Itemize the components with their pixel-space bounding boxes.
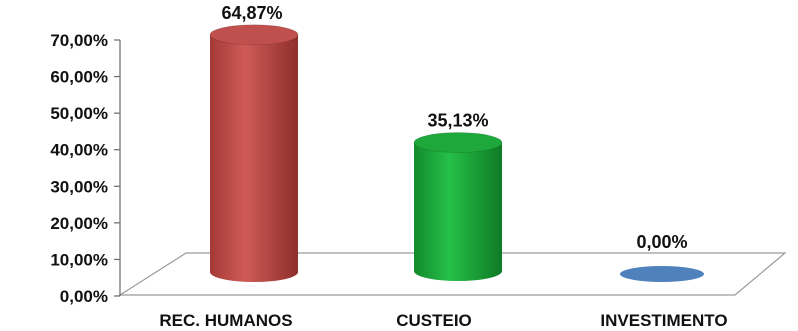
y-tick-label: 0,00% xyxy=(60,287,108,306)
category-labels: REC. HUMANOS CUSTEIO INVESTIMENTO xyxy=(159,311,727,330)
data-label: 35,13% xyxy=(427,111,488,131)
category-label: REC. HUMANOS xyxy=(159,311,292,330)
bar-body xyxy=(210,34,298,283)
y-tick-label: 20,00% xyxy=(50,214,108,233)
bar-top xyxy=(620,266,704,282)
y-tick-label: 40,00% xyxy=(50,141,108,160)
data-label: 64,87% xyxy=(221,3,282,23)
y-tick-label: 10,00% xyxy=(50,250,108,269)
y-tick-label: 30,00% xyxy=(50,177,108,196)
bar-top xyxy=(413,132,503,153)
category-label: INVESTIMENTO xyxy=(600,311,727,330)
bar-rec-humanos: 64,87% xyxy=(209,3,299,283)
data-label: 0,00% xyxy=(636,232,687,252)
y-axis-ticks: 0,00% 10,00% 20,00% 30,00% 40,00% 50,00% 60,00… xyxy=(50,31,120,306)
bar-custeio: 35,13% xyxy=(413,111,503,281)
bars: 64,87% 35,13% 0,00% xyxy=(209,3,704,283)
y-tick-label: 50,00% xyxy=(50,104,108,123)
bar-body xyxy=(414,142,502,281)
chart-floor xyxy=(117,252,787,296)
y-tick-label: 60,00% xyxy=(50,68,108,87)
y-tick-label: 70,00% xyxy=(50,31,108,50)
bar-investimento: 0,00% xyxy=(620,232,704,282)
category-label: CUSTEIO xyxy=(396,311,472,330)
bar-top xyxy=(209,24,299,46)
